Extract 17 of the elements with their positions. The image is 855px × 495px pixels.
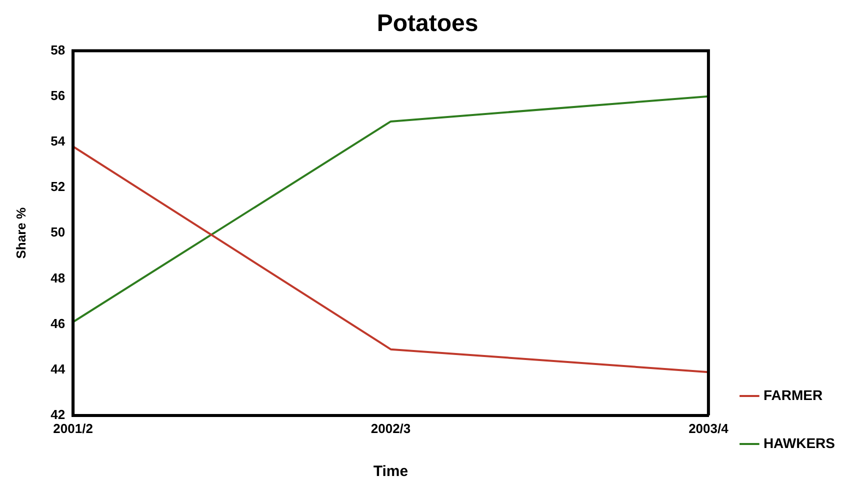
y-tick-label: 42 xyxy=(50,406,66,422)
y-tick-label: 44 xyxy=(50,361,66,376)
y-tick-label: 50 xyxy=(50,224,66,240)
y-tick-label: 56 xyxy=(50,88,66,103)
x-tick-label: 2001/2 xyxy=(53,420,93,436)
y-tick-label: 58 xyxy=(50,42,66,58)
chart-title: Potatoes xyxy=(376,10,478,38)
x-axis-title: Time xyxy=(373,463,408,480)
y-tick-label: 46 xyxy=(50,316,66,331)
x-tick-label: 2003/4 xyxy=(688,420,730,436)
x-tick-label: 2002/3 xyxy=(370,420,411,436)
y-tick-label: 52 xyxy=(50,179,66,194)
legend-label: HAWKERS xyxy=(763,434,836,451)
legend-label: FARMER xyxy=(763,386,823,403)
y-tick-label: 54 xyxy=(50,134,66,149)
y-axis-title: Share % xyxy=(13,207,28,259)
y-tick-label: 48 xyxy=(50,270,66,286)
